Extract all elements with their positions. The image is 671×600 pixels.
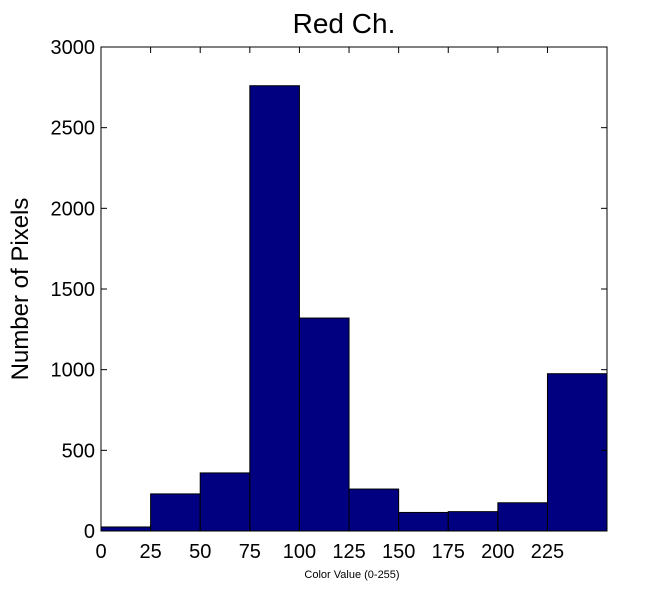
y-tick-label-2000: 2000 bbox=[51, 198, 96, 220]
x-tick-label-225: 225 bbox=[531, 541, 564, 563]
histogram-bar-4 bbox=[298, 317, 350, 532]
y-tick-label-1500: 1500 bbox=[51, 279, 96, 301]
x-tick-label-75: 75 bbox=[239, 541, 261, 563]
x-tick-label-200: 200 bbox=[481, 541, 514, 563]
plot-frame bbox=[100, 46, 608, 532]
x-tick-label-150: 150 bbox=[382, 541, 415, 563]
x-tick-label-100: 100 bbox=[283, 541, 316, 563]
axes-layer bbox=[100, 46, 608, 532]
histogram-bar-5 bbox=[348, 488, 400, 532]
x-tick-label-25: 25 bbox=[139, 541, 161, 563]
y-tick-label-0: 0 bbox=[84, 521, 95, 543]
chart-title: Red Ch. bbox=[293, 8, 396, 39]
histogram-bar-0 bbox=[100, 526, 152, 532]
histogram-bar-8 bbox=[497, 502, 548, 532]
y-tick-label-3000: 3000 bbox=[51, 37, 96, 59]
y-tick-label-1000: 1000 bbox=[51, 360, 96, 382]
x-axis-label: Color Value (0-255) bbox=[304, 569, 399, 581]
histogram-bar-2 bbox=[199, 472, 251, 532]
histogram-bar-3 bbox=[249, 85, 300, 532]
ticks-layer: 0 25 50 75 100 125 150 175 200 225 0 500 1000 1500 200… bbox=[51, 37, 607, 563]
x-tick-label-125: 125 bbox=[332, 541, 365, 563]
x-tick-label-0: 0 bbox=[95, 541, 106, 563]
histogram-bar-7 bbox=[447, 511, 499, 532]
bars-layer bbox=[100, 85, 608, 532]
histogram-bar-1 bbox=[150, 493, 201, 532]
y-tick-label-2500: 2500 bbox=[51, 118, 96, 140]
histogram-bar-6 bbox=[398, 511, 449, 532]
y-tick-label-500: 500 bbox=[62, 440, 95, 462]
y-axis-label: Number of Pixels bbox=[7, 198, 34, 381]
histogram-bar-9 bbox=[546, 373, 608, 532]
x-tick-label-50: 50 bbox=[189, 541, 211, 563]
x-tick-label-175: 175 bbox=[432, 541, 465, 563]
